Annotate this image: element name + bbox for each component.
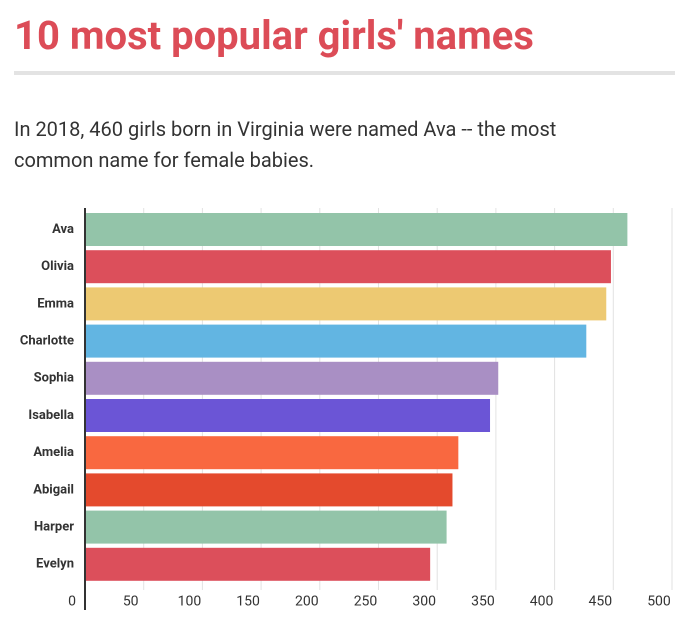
bar [85, 510, 447, 544]
title-rule [14, 71, 675, 75]
y-tick-label: Isabella [28, 408, 74, 423]
x-tick-label: 100 [178, 594, 202, 610]
chart-title: 10 most popular girls' names [14, 12, 534, 59]
x-tick-label: 200 [295, 594, 319, 610]
bar [85, 547, 431, 581]
bar [85, 287, 607, 321]
x-tick-label: 300 [412, 594, 436, 610]
x-tick-label: 0 [68, 594, 76, 610]
x-tick-label: 350 [471, 594, 495, 610]
bar [85, 324, 587, 358]
bar [85, 399, 491, 432]
y-tick-label: Harper [34, 520, 74, 535]
y-tick-label: Sophia [34, 371, 74, 386]
y-tick-label: Emma [37, 296, 74, 311]
x-tick-label: 50 [123, 594, 139, 610]
y-tick-label: Charlotte [20, 334, 74, 349]
x-tick-label: 500 [647, 594, 671, 610]
y-tick-label: Ava [52, 222, 74, 237]
x-tick-label: 450 [588, 594, 612, 610]
y-tick-label: Abigail [33, 482, 74, 497]
bar [85, 250, 611, 284]
chart-subtitle: In 2018, 460 girls born in Virginia were… [14, 117, 557, 172]
y-tick-label: Evelyn [36, 557, 74, 572]
bar [85, 213, 628, 246]
bar [85, 473, 453, 507]
y-tick-label: Amelia [33, 445, 74, 460]
bar [85, 436, 459, 470]
y-tick-label: Olivia [41, 259, 74, 274]
x-tick-label: 250 [354, 594, 378, 610]
x-tick-label: 400 [530, 594, 554, 610]
x-tick-label: 150 [236, 594, 260, 610]
bar [85, 361, 499, 395]
